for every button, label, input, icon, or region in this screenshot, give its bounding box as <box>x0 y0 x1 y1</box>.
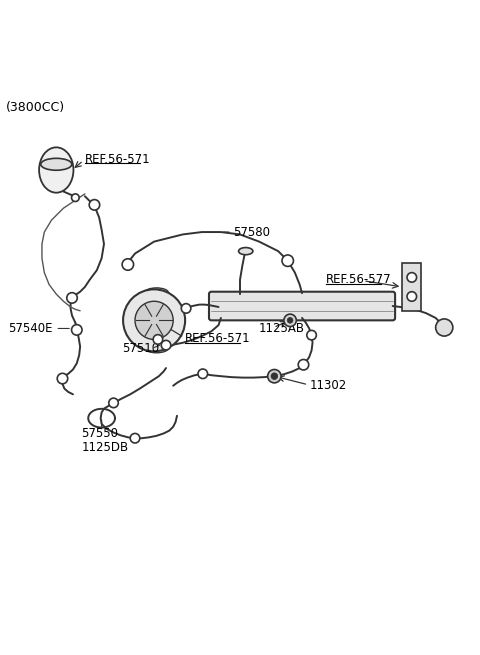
Circle shape <box>72 325 82 335</box>
Circle shape <box>135 301 173 339</box>
Text: REF.56-577: REF.56-577 <box>326 273 392 286</box>
Circle shape <box>123 290 185 351</box>
Ellipse shape <box>239 248 253 255</box>
Circle shape <box>72 194 79 202</box>
Polygon shape <box>402 263 421 310</box>
Circle shape <box>67 293 77 303</box>
Ellipse shape <box>41 159 72 170</box>
Text: 11302: 11302 <box>309 379 347 392</box>
Circle shape <box>57 373 68 384</box>
Circle shape <box>181 304 191 313</box>
Text: 57580: 57580 <box>233 225 270 238</box>
FancyBboxPatch shape <box>209 291 395 320</box>
Ellipse shape <box>39 147 73 193</box>
Circle shape <box>287 318 293 323</box>
Circle shape <box>198 369 207 379</box>
Circle shape <box>282 255 293 267</box>
Text: 1125DB: 1125DB <box>82 441 129 455</box>
Circle shape <box>161 341 171 350</box>
Circle shape <box>298 360 309 370</box>
Circle shape <box>130 434 140 443</box>
Circle shape <box>89 200 100 210</box>
Circle shape <box>407 291 417 301</box>
Circle shape <box>284 314 296 327</box>
Text: 57540E: 57540E <box>9 322 53 335</box>
Text: 57550: 57550 <box>82 427 119 440</box>
Circle shape <box>271 373 278 379</box>
Circle shape <box>122 259 133 271</box>
Text: 1125AB: 1125AB <box>259 322 305 335</box>
Text: 57510: 57510 <box>121 343 159 356</box>
Circle shape <box>268 369 281 383</box>
Circle shape <box>407 272 417 282</box>
Circle shape <box>153 335 163 345</box>
Circle shape <box>109 398 118 407</box>
Text: REF.56-571: REF.56-571 <box>85 153 151 166</box>
Text: (3800CC): (3800CC) <box>6 101 65 114</box>
Ellipse shape <box>144 288 168 297</box>
Circle shape <box>436 319 453 336</box>
Circle shape <box>307 330 316 340</box>
Text: REF.56-571: REF.56-571 <box>185 332 251 345</box>
Ellipse shape <box>144 343 168 353</box>
